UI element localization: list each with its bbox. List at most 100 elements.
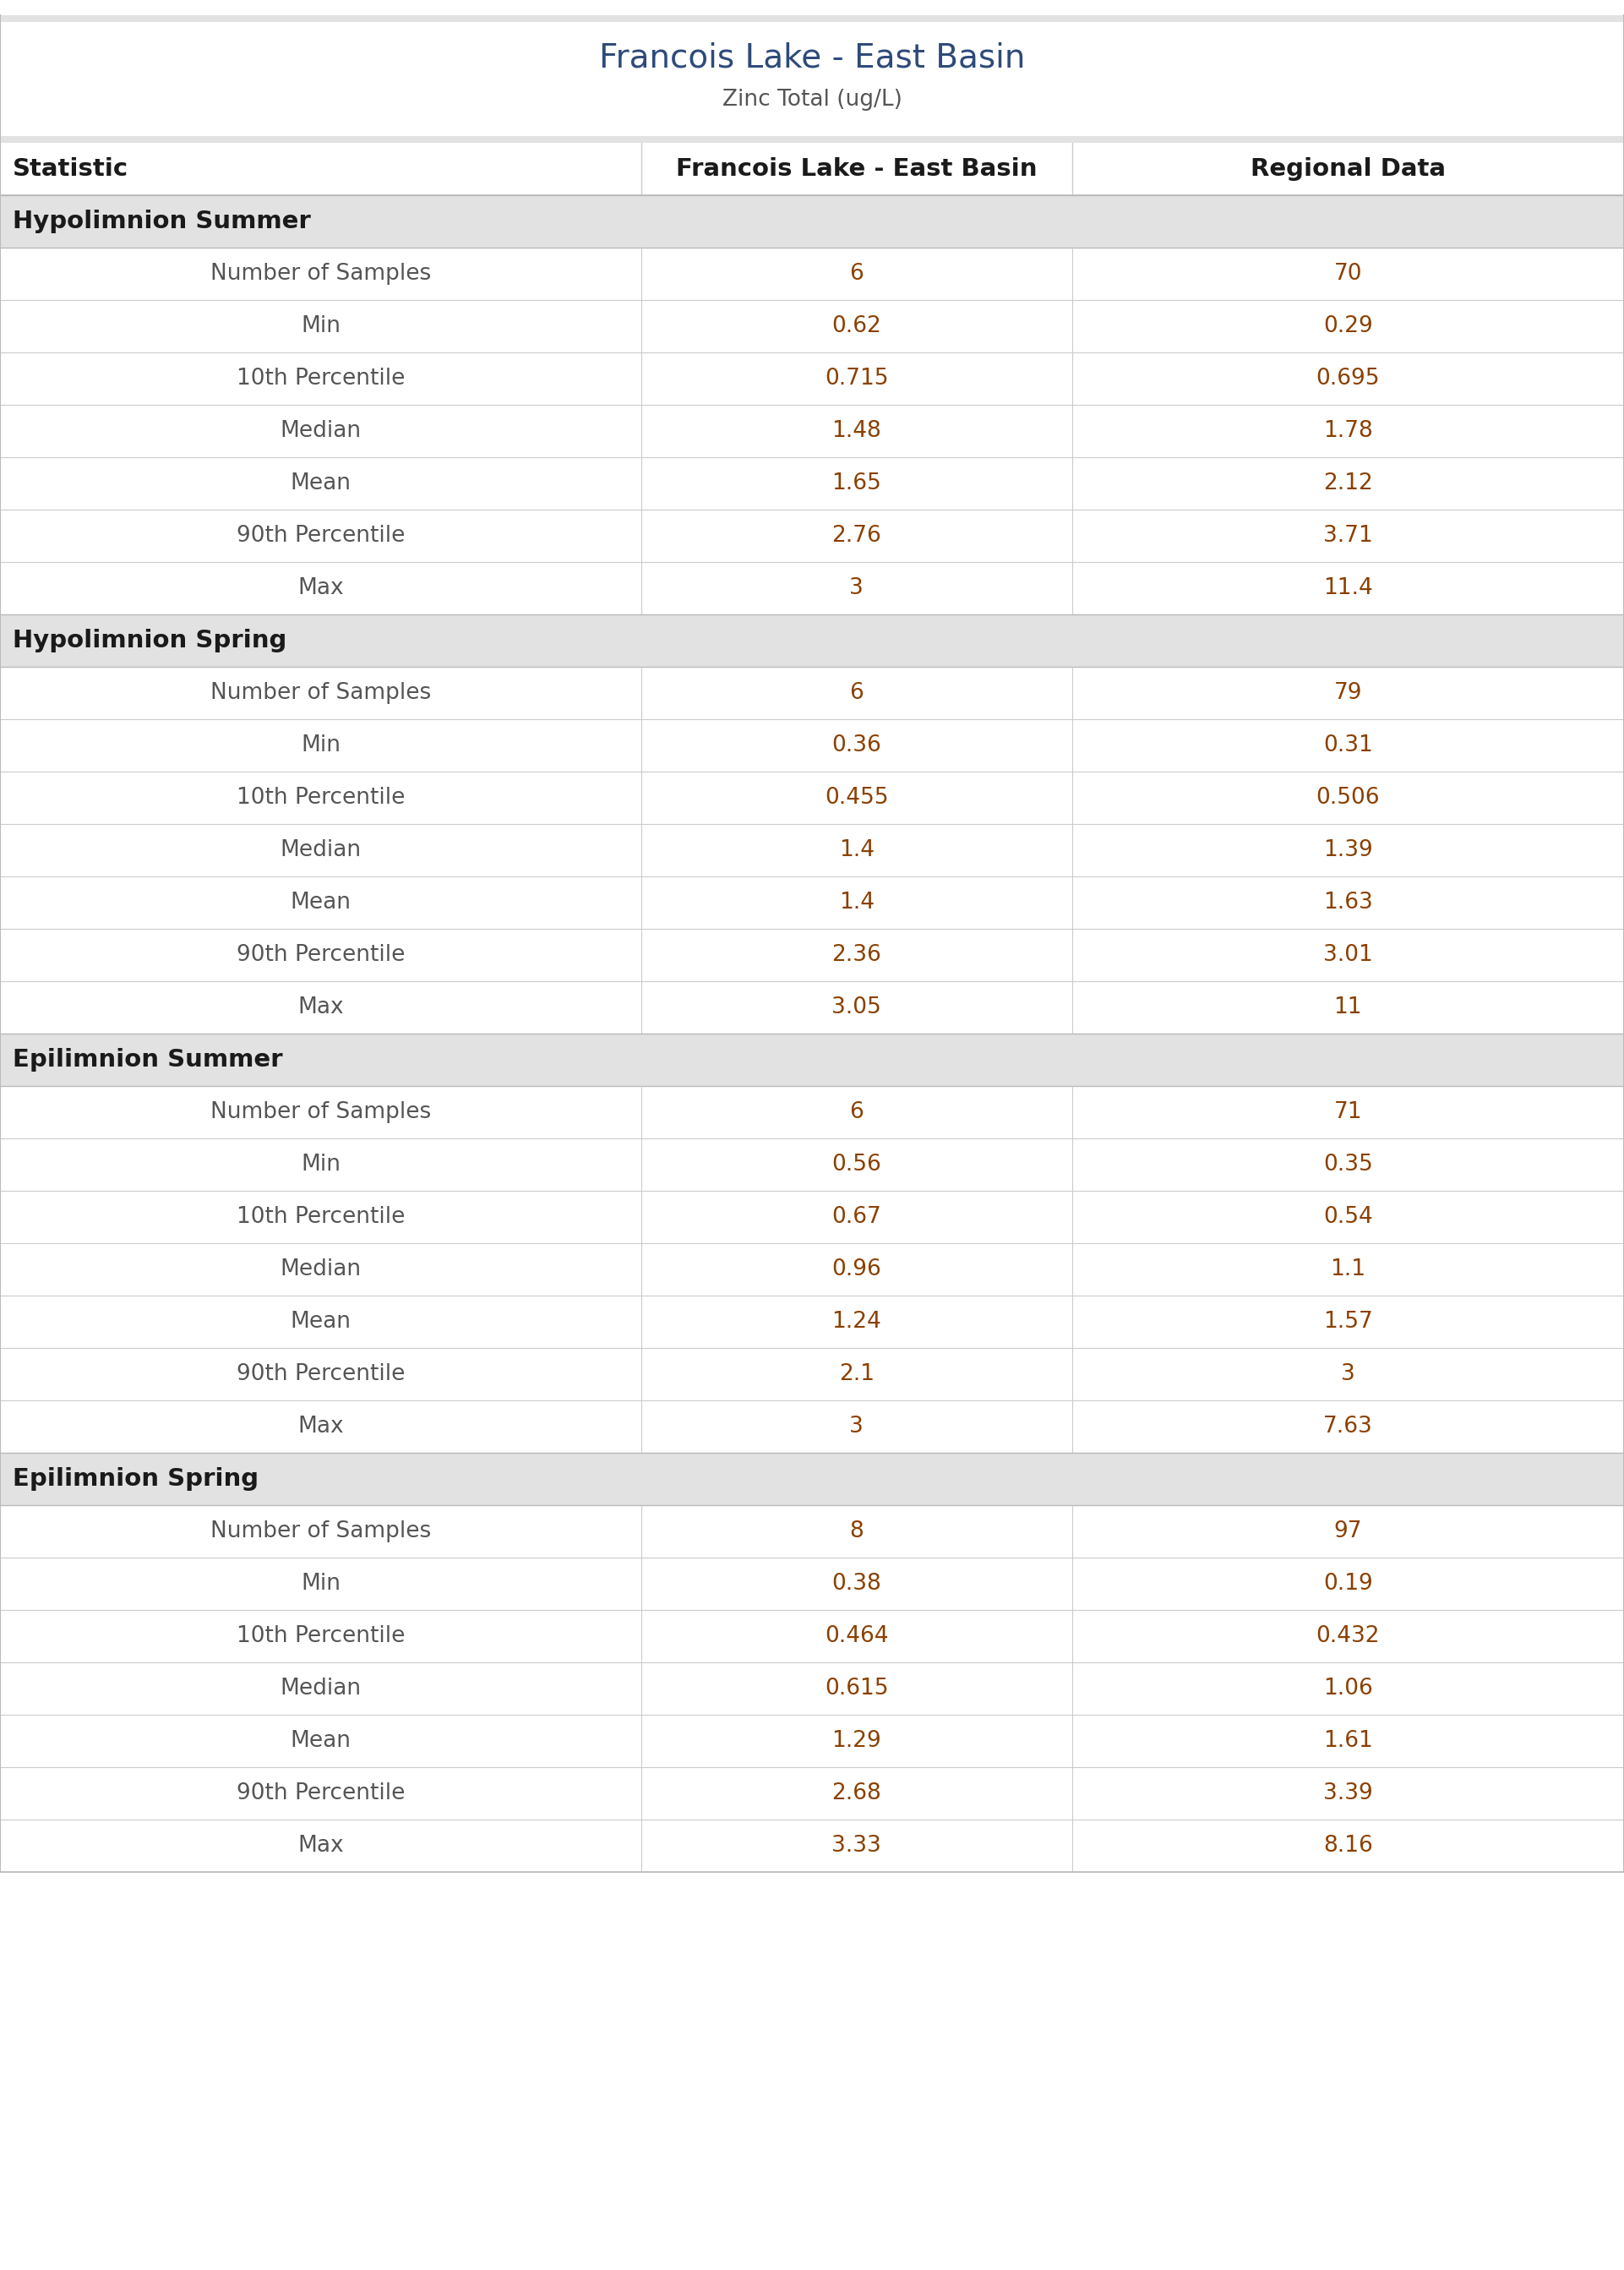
Text: 0.715: 0.715 (825, 368, 888, 390)
Text: 8.16: 8.16 (1324, 1834, 1372, 1857)
Bar (0, 1766, 1624, 1821)
Text: Regional Data: Regional Data (1250, 157, 1445, 182)
Bar (0, 1296, 1624, 1348)
Bar (0, 1453, 1624, 1505)
Bar (0, 136, 1624, 143)
Bar (0, 1714, 1624, 1766)
Text: 3.33: 3.33 (831, 1834, 882, 1857)
Text: 1.57: 1.57 (1324, 1310, 1372, 1332)
Text: 7.63: 7.63 (1324, 1416, 1372, 1437)
Text: 3.05: 3.05 (831, 997, 882, 1019)
Text: 1.4: 1.4 (840, 840, 874, 860)
Text: Mean: Mean (291, 892, 351, 913)
Text: Mean: Mean (291, 472, 351, 495)
Text: 1.39: 1.39 (1324, 840, 1372, 860)
Text: Zinc Total (ug/L): Zinc Total (ug/L) (723, 89, 901, 111)
Text: Median: Median (279, 1258, 362, 1280)
Bar (0, 1557, 1624, 1609)
Text: 1.1: 1.1 (1330, 1258, 1366, 1280)
Text: Mean: Mean (291, 1730, 351, 1752)
Text: 6: 6 (849, 681, 864, 704)
Text: 70: 70 (1333, 263, 1363, 284)
Text: Min: Min (300, 1573, 341, 1596)
Text: Epilimnion Summer: Epilimnion Summer (13, 1049, 283, 1071)
Text: 0.455: 0.455 (825, 788, 888, 808)
Text: 2.76: 2.76 (831, 524, 882, 547)
Text: 0.36: 0.36 (831, 735, 882, 756)
Text: 10th Percentile: 10th Percentile (237, 788, 404, 808)
Bar (0, 1401, 1624, 1453)
Text: Max: Max (297, 1416, 344, 1437)
Bar (0, 563, 1624, 615)
Text: Max: Max (297, 997, 344, 1019)
Text: 10th Percentile: 10th Percentile (237, 1625, 404, 1648)
Text: 11.4: 11.4 (1324, 577, 1372, 599)
Text: 10th Percentile: 10th Percentile (237, 1205, 404, 1228)
Text: 0.464: 0.464 (825, 1625, 888, 1648)
Text: 1.78: 1.78 (1324, 420, 1372, 443)
Bar (0, 876, 1624, 928)
Bar (0, 1192, 1624, 1244)
Bar (0, 456, 1624, 508)
Text: Hypolimnion Summer: Hypolimnion Summer (13, 209, 310, 234)
Text: Number of Samples: Number of Samples (211, 681, 430, 704)
Text: 71: 71 (1333, 1101, 1363, 1124)
Text: 79: 79 (1333, 681, 1363, 704)
Bar (0, 1085, 1624, 1137)
Bar (0, 720, 1624, 772)
Text: Max: Max (297, 577, 344, 599)
Text: 1.24: 1.24 (831, 1310, 882, 1332)
Bar (0, 247, 1624, 300)
Text: 1.65: 1.65 (831, 472, 882, 495)
Bar (0, 508, 1624, 563)
Text: 0.29: 0.29 (1324, 316, 1372, 338)
Text: 11: 11 (1333, 997, 1363, 1019)
Text: 3.39: 3.39 (1324, 1782, 1372, 1805)
Text: 0.615: 0.615 (825, 1678, 888, 1700)
Text: 90th Percentile: 90th Percentile (237, 1782, 404, 1805)
Text: Min: Min (300, 735, 341, 756)
Text: 3: 3 (1341, 1364, 1354, 1385)
Text: 0.56: 0.56 (831, 1153, 882, 1176)
Bar (0, 1244, 1624, 1296)
Text: 3.71: 3.71 (1324, 524, 1372, 547)
Bar (0, 352, 1624, 404)
Bar (0, 16, 1624, 23)
Text: Median: Median (279, 1678, 362, 1700)
Text: 90th Percentile: 90th Percentile (237, 1364, 404, 1385)
Text: 2.1: 2.1 (840, 1364, 874, 1385)
Bar (0, 928, 1624, 981)
Bar (0, 195, 1624, 247)
Bar (0, 404, 1624, 456)
Text: 8: 8 (849, 1521, 864, 1541)
Text: Statistic: Statistic (13, 157, 128, 182)
Bar (0, 1137, 1624, 1192)
Text: Median: Median (279, 420, 362, 443)
Text: 1.61: 1.61 (1324, 1730, 1372, 1752)
Text: 2.68: 2.68 (831, 1782, 882, 1805)
Bar (0, 667, 1624, 720)
Text: 3: 3 (849, 1416, 864, 1437)
Text: Number of Samples: Number of Samples (211, 263, 430, 284)
Bar (0, 772, 1624, 824)
Text: Epilimnion Spring: Epilimnion Spring (13, 1466, 258, 1491)
Text: 2.12: 2.12 (1324, 472, 1372, 495)
Text: 0.432: 0.432 (1315, 1625, 1380, 1648)
Text: 2.36: 2.36 (831, 944, 882, 967)
Text: Number of Samples: Number of Samples (211, 1101, 430, 1124)
Text: 0.54: 0.54 (1324, 1205, 1372, 1228)
Text: 0.19: 0.19 (1324, 1573, 1372, 1596)
Text: Median: Median (279, 840, 362, 860)
Text: 97: 97 (1333, 1521, 1363, 1541)
Text: Mean: Mean (291, 1310, 351, 1332)
Text: 6: 6 (849, 1101, 864, 1124)
Text: Number of Samples: Number of Samples (211, 1521, 430, 1541)
Text: 90th Percentile: 90th Percentile (237, 524, 404, 547)
Text: 0.35: 0.35 (1324, 1153, 1372, 1176)
Text: 6: 6 (849, 263, 864, 284)
Bar (0, 1821, 1624, 1873)
Text: 0.62: 0.62 (831, 316, 882, 338)
Text: Min: Min (300, 316, 341, 338)
Text: 1.29: 1.29 (831, 1730, 882, 1752)
Bar (0, 1662, 1624, 1714)
